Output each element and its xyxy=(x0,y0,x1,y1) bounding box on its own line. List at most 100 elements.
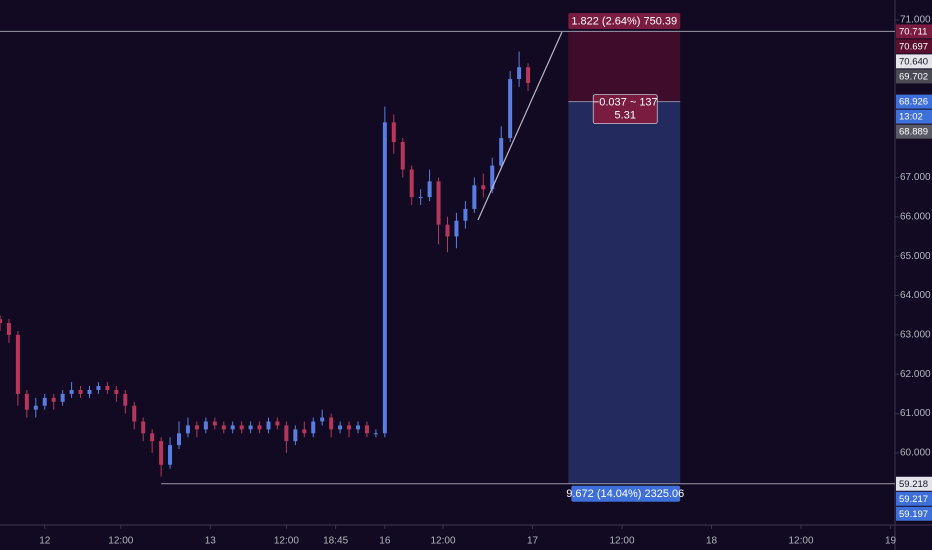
price-label: 69.702 xyxy=(899,71,928,82)
x-tick-label: 16 xyxy=(379,536,391,547)
candle-body xyxy=(445,224,450,237)
candle-body xyxy=(42,397,47,406)
target-label-box xyxy=(568,13,681,29)
candle-body xyxy=(427,181,432,198)
price-label-box xyxy=(896,24,932,39)
price-label-box xyxy=(896,39,932,54)
candle-body xyxy=(230,425,235,430)
x-tick-label: 12 xyxy=(39,536,51,547)
candle-body xyxy=(239,425,244,430)
countdown-label: 13:02 xyxy=(899,112,923,123)
candle-body xyxy=(33,405,38,410)
candle-body xyxy=(517,67,522,80)
candle-body xyxy=(373,433,378,435)
x-tick-label: 13 xyxy=(205,536,217,547)
candle-body xyxy=(105,386,110,390)
candle-body xyxy=(6,323,11,335)
y-tick-label: 64.000 xyxy=(900,290,931,301)
candle-body xyxy=(60,393,65,402)
candle-body xyxy=(526,67,531,83)
candle-body xyxy=(212,421,217,426)
candle-body xyxy=(436,181,441,225)
candle-body xyxy=(159,441,164,465)
candle-body xyxy=(499,138,504,166)
price-label: 59.217 xyxy=(899,494,928,505)
candle-body xyxy=(347,425,352,430)
candle-body xyxy=(51,397,56,402)
candle-body xyxy=(302,429,307,434)
x-tick-label: 12:00 xyxy=(274,536,299,547)
x-tick-label: 18 xyxy=(706,536,718,547)
candle-body xyxy=(400,142,405,170)
candle-body xyxy=(78,389,83,394)
price-label-box xyxy=(896,506,932,521)
candle-body xyxy=(221,425,226,430)
candle-body xyxy=(132,405,137,422)
countdown-box xyxy=(896,109,932,124)
candle-body xyxy=(338,425,343,430)
y-tick-label: 61.000 xyxy=(900,408,931,419)
price-label: 68.926 xyxy=(899,97,928,108)
candle-body xyxy=(418,197,423,199)
x-tick-label: 12:00 xyxy=(610,536,635,547)
y-tick-label: 63.000 xyxy=(900,330,931,341)
target-zone xyxy=(568,31,681,102)
candle-body xyxy=(96,386,101,390)
price-label-box xyxy=(896,124,932,139)
y-tick-label: 66.000 xyxy=(900,211,931,222)
price-label: 59.197 xyxy=(899,509,928,520)
target-label: 1.822 (2.64%) 750.39 xyxy=(571,15,677,27)
stop-zone xyxy=(568,101,681,484)
candle-body xyxy=(382,122,387,434)
candle-body xyxy=(177,433,181,446)
candle-body xyxy=(0,319,2,324)
candle-body xyxy=(490,165,495,190)
candle-body xyxy=(150,433,155,442)
price-label: 70.640 xyxy=(899,56,928,67)
x-tick-label: 12:00 xyxy=(431,536,456,547)
candle-body xyxy=(391,122,396,143)
y-tick-label: 67.000 xyxy=(900,172,931,183)
candle-body xyxy=(141,421,146,434)
price-label-box xyxy=(896,69,932,84)
stop-label-box xyxy=(571,485,681,502)
x-tick-label: 17 xyxy=(527,536,539,547)
price-label-box xyxy=(896,491,932,506)
y-tick-label: 65.000 xyxy=(900,251,931,262)
candle-body xyxy=(114,389,119,394)
y-tick-label: 60.000 xyxy=(900,448,931,459)
candle-body xyxy=(275,421,280,426)
candle-body xyxy=(69,389,74,394)
price-label: 68.889 xyxy=(899,127,928,138)
candle-body xyxy=(284,425,289,442)
candle-body xyxy=(320,417,325,422)
candle-body xyxy=(15,334,20,394)
candle-body xyxy=(185,425,190,434)
center-label: −0.037 ~ 137 xyxy=(593,97,658,109)
stop-label: 9.672 (14.04%) 2325.06 xyxy=(566,488,684,500)
price-label-box xyxy=(896,476,932,491)
candle-body xyxy=(266,421,271,430)
candle-body xyxy=(472,185,477,209)
price-label-box xyxy=(896,94,932,109)
x-tick-label: 19 xyxy=(885,536,897,547)
candle-body xyxy=(481,185,486,190)
candle-body xyxy=(329,417,334,430)
x-tick-label: 12:00 xyxy=(789,536,814,547)
x-tick-label: 18:45 xyxy=(323,536,348,547)
candle-body xyxy=(24,393,29,410)
price-label: 70.697 xyxy=(899,41,928,52)
candle-body xyxy=(454,220,459,237)
y-tick-label: 71.000 xyxy=(900,15,931,26)
candle-body xyxy=(364,425,369,434)
center-label: 5.31 xyxy=(615,110,636,122)
candle-body xyxy=(194,425,199,430)
candle-body xyxy=(203,421,208,430)
x-tick-label: 12:00 xyxy=(108,536,133,547)
candle-body xyxy=(293,429,298,442)
candle-body xyxy=(257,425,262,430)
price-label-box xyxy=(896,54,932,69)
price-label: 70.711 xyxy=(899,26,927,37)
candle-body xyxy=(87,389,92,394)
